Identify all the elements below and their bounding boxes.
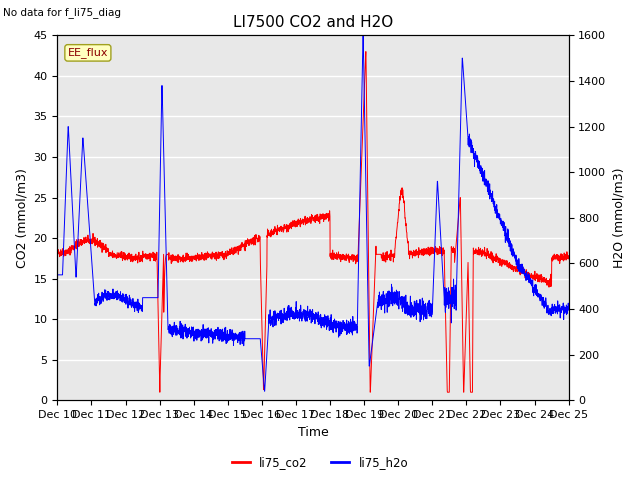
Legend: li75_co2, li75_h2o: li75_co2, li75_h2o [227, 452, 413, 474]
X-axis label: Time: Time [298, 426, 328, 439]
Y-axis label: CO2 (mmol/m3): CO2 (mmol/m3) [15, 168, 28, 268]
Y-axis label: H2O (mmol/m3): H2O (mmol/m3) [612, 168, 625, 268]
Title: LI7500 CO2 and H2O: LI7500 CO2 and H2O [233, 15, 393, 30]
Text: EE_flux: EE_flux [68, 48, 108, 58]
Text: No data for f_li75_diag: No data for f_li75_diag [3, 7, 121, 18]
